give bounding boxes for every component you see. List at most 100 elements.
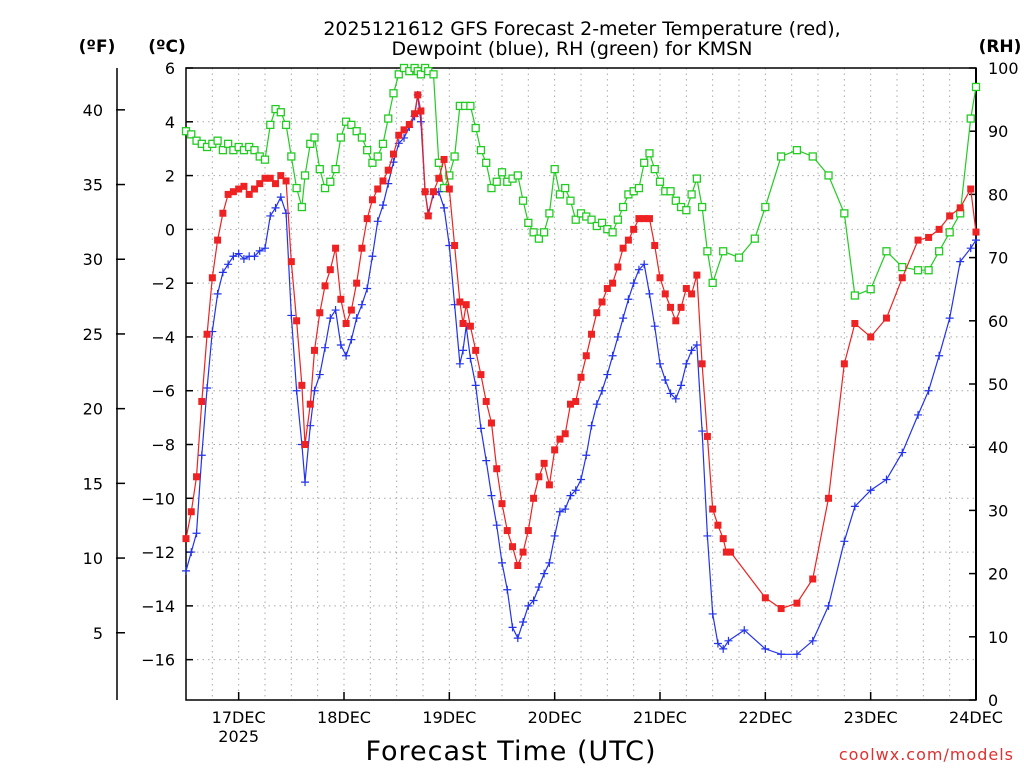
dewpoint-point <box>476 424 485 433</box>
relative-humidity-point <box>300 171 310 180</box>
relative-humidity-point <box>650 164 659 174</box>
relative-humidity-point <box>640 158 649 167</box>
dewpoint-point <box>619 314 628 323</box>
dewpoint-point <box>321 343 330 352</box>
temperature-point <box>709 505 717 513</box>
temperature-point <box>182 535 190 543</box>
relative-humidity-point <box>287 152 296 161</box>
temperature-point <box>693 271 701 279</box>
relative-humidity-point <box>866 285 875 294</box>
temperature-point <box>867 333 875 341</box>
relative-humidity-point <box>497 168 507 177</box>
dewpoint-point <box>687 346 696 355</box>
dewpoint-point <box>550 531 559 540</box>
temperature-point <box>509 543 517 551</box>
dewpoint-point <box>719 644 728 653</box>
temperature-point <box>451 241 459 249</box>
dewpoint-point <box>229 252 238 261</box>
relative-humidity-point <box>326 177 335 186</box>
temperature-point <box>630 225 638 233</box>
temperature-point <box>967 185 975 193</box>
temperature-point <box>266 174 274 182</box>
dewpoint-point <box>587 421 596 430</box>
relative-humidity-point <box>363 146 372 155</box>
dewpoint-point <box>740 626 749 635</box>
x-axis-label: Forecast Time (UTC) <box>365 736 656 767</box>
relative-humidity-point <box>634 183 644 193</box>
temperature-point <box>301 441 309 449</box>
temperature-point <box>245 190 253 198</box>
x-tick-label: 24DEC <box>949 708 1003 727</box>
fahrenheit-tick-label: 30 <box>83 250 103 269</box>
x-tick-label: 21DEC <box>633 708 687 727</box>
dewpoint-point <box>645 289 654 298</box>
temperature-point <box>472 346 480 354</box>
dewpoint-point <box>677 381 686 390</box>
celsius-tick-label: 2 <box>165 167 175 186</box>
dewpoint-point <box>666 389 675 398</box>
temperature-point <box>914 236 922 244</box>
dewpoint-point <box>368 252 377 261</box>
dewpoint-point <box>724 636 733 645</box>
rh-tick-label: 70 <box>988 249 1008 268</box>
relative-humidity-point <box>703 247 712 256</box>
relative-humidity-point <box>534 234 544 243</box>
relative-humidity-point <box>750 234 759 243</box>
relative-humidity-point <box>571 215 580 224</box>
x-tick-label: 20DEC <box>528 708 582 727</box>
dewpoint-point <box>850 502 859 511</box>
temperature-point <box>946 212 954 220</box>
temperature-point <box>477 371 485 379</box>
temperature-point <box>459 319 467 327</box>
relative-humidity-point <box>306 139 315 148</box>
dewpoint-point <box>218 268 227 277</box>
temperature-point <box>440 155 448 163</box>
celsius-tick-label: −16 <box>141 651 175 670</box>
temperature-point <box>430 188 438 196</box>
temperature-series <box>182 91 980 613</box>
dewpoint-point <box>898 448 907 457</box>
dewpoint-point <box>492 521 501 530</box>
temperature-point <box>493 465 501 473</box>
relative-humidity-point <box>482 158 491 167</box>
dewpoint-point <box>508 623 517 632</box>
temperature-point <box>316 309 324 317</box>
temperature-point <box>514 562 522 570</box>
dewpoint-point <box>487 491 496 500</box>
relative-humidity-point <box>792 146 802 155</box>
dewpoint-point <box>373 217 382 226</box>
relative-humidity-point <box>618 202 628 212</box>
axes: 510152025303540−16−14−12−10−8−6−4−202460… <box>83 59 1019 746</box>
temperature-point <box>456 298 464 306</box>
relative-humidity-point <box>513 171 522 180</box>
dewpoint-point <box>577 475 585 484</box>
relative-humidity-point <box>352 127 361 136</box>
fahrenheit-tick-label: 35 <box>83 176 103 195</box>
temperature-point <box>235 185 243 193</box>
dewpoint-point <box>792 650 801 659</box>
dewpoint-point <box>342 351 351 360</box>
temperature-point <box>261 174 269 182</box>
dewpoint-point <box>824 601 833 610</box>
temperature-point <box>661 290 669 298</box>
relative-humidity-point <box>666 187 675 196</box>
dewpoint-point <box>519 618 528 627</box>
fahrenheit-tick-label: 20 <box>83 400 103 419</box>
temperature-point <box>545 481 553 489</box>
dewpoint-point <box>459 346 468 355</box>
temperature-point <box>656 274 664 282</box>
dewpoint-point <box>661 375 670 384</box>
rh-tick-label: 10 <box>988 628 1008 647</box>
temperature-point <box>277 172 285 180</box>
celsius-tick-label: −6 <box>151 382 175 401</box>
celsius-tick-label: −4 <box>151 328 175 347</box>
fahrenheit-tick-label: 10 <box>83 549 103 568</box>
dewpoint-point <box>534 583 543 592</box>
celsius-tick-label: 4 <box>165 113 175 132</box>
x-tick-label: 19DEC <box>422 708 476 727</box>
temperature-point <box>374 185 382 193</box>
relative-humidity-series <box>181 63 981 300</box>
dewpoint-point <box>692 341 701 350</box>
relative-humidity-point <box>776 152 786 161</box>
